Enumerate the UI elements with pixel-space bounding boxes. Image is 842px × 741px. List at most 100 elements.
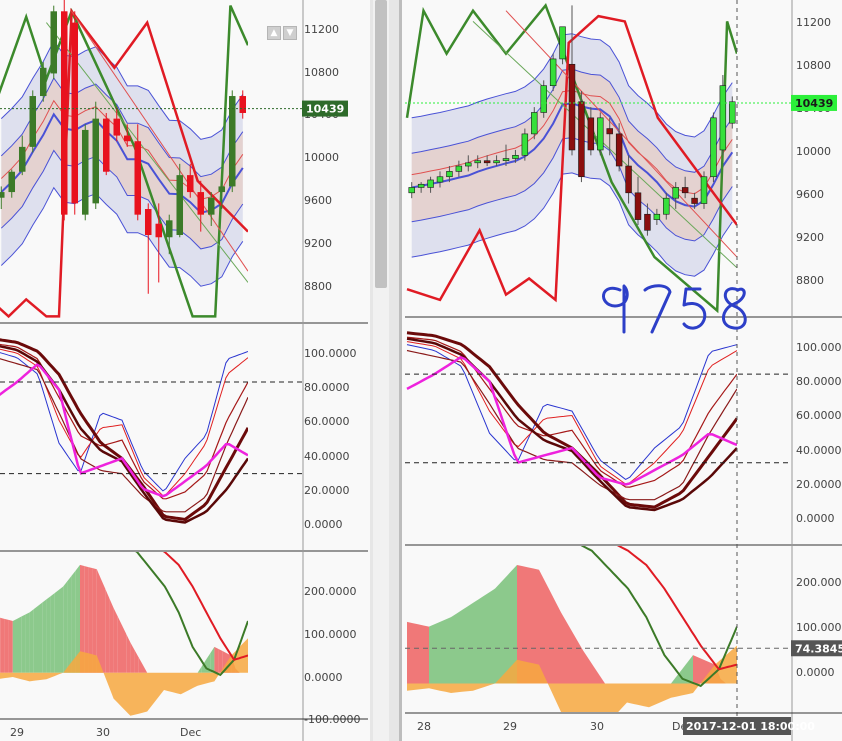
right-candle [710,117,717,178]
left-price-tick: 11200 [304,23,339,36]
left-macd-histogram-segment [138,657,143,673]
right-candle [719,85,727,151]
left-macd-histogram-segment [109,598,114,673]
left-candle [218,186,226,193]
left-candle [50,11,58,74]
left-candle [207,197,215,215]
right-macd-signal-area [407,645,737,712]
left-macd-histogram-segment [54,589,59,673]
right-macd-histogram-segment [528,567,534,684]
right-macd-histogram-segment [445,617,451,684]
left-macd-histogram-segment [117,616,122,673]
left-candle [0,192,5,198]
right-macd-histogram-segment [693,655,699,684]
right-candle [493,160,500,164]
left-candle [228,96,236,187]
macd-value-text: 74.3845 [795,642,842,655]
right-candle [634,192,642,220]
right-candle [436,176,444,183]
right-macd-histogram-segment [517,564,523,684]
left-macd-histogram-segment [33,605,38,673]
right-candle [663,197,670,215]
right-macd-histogram-segment [429,624,435,684]
right-macd-histogram-segment [671,676,677,684]
left-price-panel [0,0,248,319]
handwritten-digit-8 [722,287,747,330]
right-macd-histogram-segment [572,631,578,684]
left-macd-histogram-segment [42,599,47,673]
left-macd-histogram-segment [8,619,13,673]
left-candle [39,67,47,97]
left-macd-histogram-segment [130,642,135,673]
left-macd-histogram-segment [0,617,5,673]
left-x-label: 29 [10,726,24,739]
right-candle [427,179,434,188]
right-band-line-outer-lower [411,172,733,277]
left-macd-histogram-segment [134,650,139,673]
left-macd-histogram-segment [218,649,223,673]
left-price-tick: 9200 [304,237,332,250]
left-chart[interactable]: 11200108001040010000960092008800100.0000… [0,0,368,741]
left-macd-line-red [162,552,248,661]
left-macd-histogram-segment [197,666,202,673]
right-stoch-line-0 [406,344,737,480]
right-macd-histogram-segment [555,601,561,684]
right-price-tick: 10800 [796,59,831,72]
left-stoch-tick: 60.0000 [304,415,350,428]
left-candle [71,22,79,204]
left-candle [155,223,163,238]
left-stochastic-panel [0,338,248,524]
right-trendline-green [472,21,737,269]
right-macd-histogram-segment [495,582,501,684]
right-macd-histogram-segment [687,655,693,684]
left-candle [144,209,152,236]
left-band-line-inner-lower [0,149,244,250]
left-candle [176,175,184,236]
left-macd-histogram-segment [126,633,131,673]
left-stoch-magenta-line [0,363,248,498]
left-macd-histogram-segment [84,566,89,673]
right-macd-histogram-segment [434,621,440,684]
left-macd-histogram-segment [92,568,97,673]
right-chart[interactable]: 11200108001040010000960092008800100.0000… [405,0,842,741]
right-macd-histogram-segment [577,640,583,684]
right-candle [653,213,661,220]
scrollbar-thumb[interactable] [375,0,387,288]
right-candle [644,213,651,231]
left-macd-tick: 0.0000 [304,671,343,684]
left-stoch-tick: 80.0000 [304,381,350,394]
right-candle [540,85,547,113]
right-stoch-magenta-line [406,355,737,486]
handwritten-annotation [602,284,747,334]
left-macd-histogram-segment [101,578,106,673]
maximize-button[interactable]: ▲ [267,26,281,40]
right-macd-histogram-segment [698,657,704,684]
left-price-tick: 10800 [304,66,339,79]
left-price-tick: 9600 [304,194,332,207]
right-macd-panel [407,546,737,712]
left-macd-histogram-segment [143,665,148,673]
right-candle [587,117,595,151]
right-macd-histogram-segment [500,576,506,684]
handwritten-digit-9 [602,284,629,334]
right-stoch-tick: 100.0000 [796,341,842,354]
right-candle [465,162,472,167]
right-macd-histogram-segment [583,650,589,684]
right-candle [568,63,576,151]
left-macd-histogram-segment [67,575,72,673]
right-stoch-line-5 [406,337,737,512]
left-stoch-line-1 [0,348,248,497]
left-macd-panel [0,552,248,716]
right-macd-histogram-segment [484,592,490,684]
left-candle [18,146,26,172]
left-band-line-inner-upper [0,77,244,178]
minimize-button[interactable]: ▼ [283,26,297,40]
left-candle [134,141,142,215]
left-macd-histogram-segment [214,646,219,673]
right-candle [691,197,698,204]
right-macd-histogram-segment [407,621,413,684]
right-macd-tick: 100.0000 [796,621,842,634]
right-window-border [399,0,402,741]
right-x-label: 29 [503,720,517,733]
right-price-tick: 10000 [796,145,831,158]
